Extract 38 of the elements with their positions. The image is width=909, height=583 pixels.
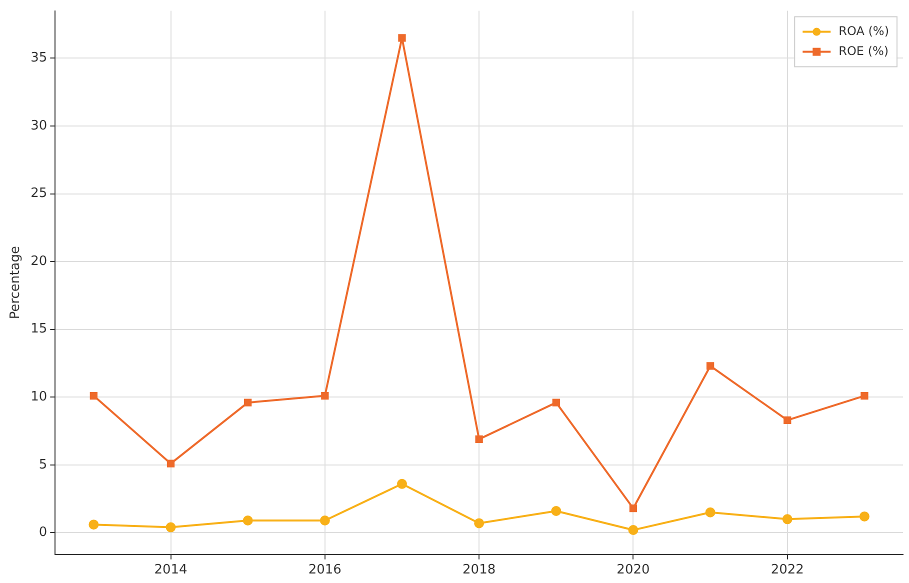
y-tick-label: 35	[30, 50, 48, 66]
point	[475, 435, 483, 443]
point	[396, 478, 407, 489]
point	[706, 362, 714, 370]
point	[551, 506, 562, 516]
y-tick-label: 20	[30, 254, 48, 269]
point	[705, 507, 716, 518]
point	[320, 516, 330, 526]
point	[88, 520, 99, 530]
y-tick-label: 15	[30, 322, 48, 337]
point	[242, 516, 253, 526]
point	[90, 392, 98, 400]
y-tick-label: 30	[30, 118, 48, 134]
point	[166, 460, 175, 468]
legend-label: ROE (%)	[838, 44, 889, 58]
point	[784, 416, 792, 424]
y-axis-title: Percentage	[8, 246, 24, 320]
x-tick-label: 2020	[616, 562, 650, 578]
point	[859, 511, 870, 522]
legend-label: ROA (%)	[838, 24, 890, 38]
point	[782, 514, 792, 524]
y-tick-label: 5	[38, 457, 48, 472]
x-tick-label: 2014	[154, 562, 188, 578]
x-tick-label: 2016	[308, 562, 342, 578]
y-tick-label: 25	[30, 186, 48, 202]
point	[321, 392, 329, 400]
point	[860, 392, 868, 400]
point	[629, 504, 638, 512]
point	[628, 525, 638, 535]
point	[552, 398, 560, 406]
y-tick-label: 10	[30, 390, 48, 405]
point	[474, 518, 484, 528]
point	[398, 34, 406, 42]
x-tick-label: 2018	[462, 562, 496, 578]
point	[166, 522, 176, 532]
point	[244, 398, 252, 406]
x-tick-label: 2022	[770, 562, 804, 578]
y-tick-label: 0	[38, 525, 48, 540]
